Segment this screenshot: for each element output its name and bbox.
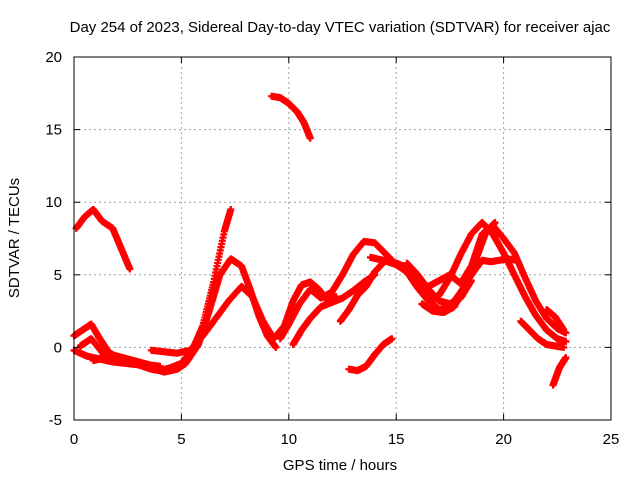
data-point-markers — [289, 271, 379, 348]
data-series-arc-05 — [147, 278, 340, 357]
data-point-markers — [403, 259, 475, 308]
y-tick-label: 20 — [45, 49, 62, 66]
y-tick-label: -5 — [49, 412, 62, 429]
data-series-arc-17 — [89, 349, 164, 370]
x-tick-label: 25 — [603, 431, 620, 448]
y-tick-label: 5 — [54, 267, 62, 284]
x-tick-label: 10 — [280, 431, 297, 448]
data-point-markers — [517, 317, 568, 351]
x-tick-label: 15 — [388, 431, 405, 448]
data-point-markers — [89, 349, 164, 370]
x-axis-label: GPS time / hours — [283, 457, 397, 474]
data-point-markers — [268, 92, 314, 142]
axes: 0 5 10 15 20 25 -5 0 5 10 15 20 — [45, 49, 619, 448]
data-point-markers — [345, 335, 396, 375]
x-tick-label: 5 — [177, 431, 185, 448]
plot-area — [70, 92, 570, 389]
data-series-arc-14 — [517, 317, 568, 351]
data-series-arc-10 — [345, 335, 396, 375]
data-series-arc-09 — [289, 271, 379, 348]
data-series-arc-02 — [268, 92, 314, 142]
data-series-arc-01 — [72, 205, 134, 273]
chart-title: Day 254 of 2023, Sidereal Day-to-day VTE… — [70, 19, 611, 36]
x-tick-label: 0 — [70, 431, 78, 448]
data-series-arc-15 — [543, 306, 568, 334]
data-series-arc-07 — [276, 237, 396, 343]
data-series-arc-18 — [403, 259, 475, 308]
y-tick-label: 15 — [45, 122, 62, 139]
y-tick-label: 0 — [54, 339, 62, 356]
data-point-markers — [543, 306, 568, 334]
data-point-markers — [147, 278, 340, 357]
data-point-markers — [549, 354, 570, 389]
data-series-arc-11 — [366, 219, 570, 346]
data-series-arc-16 — [549, 354, 570, 389]
y-tick-label: 10 — [45, 194, 62, 211]
data-point-markers — [276, 237, 396, 343]
y-axis-label: SDTVAR / TECUs — [6, 178, 23, 298]
data-point-markers — [72, 205, 134, 273]
data-point-markers — [366, 219, 570, 346]
plot-frame — [73, 56, 612, 421]
x-tick-label: 20 — [495, 431, 512, 448]
